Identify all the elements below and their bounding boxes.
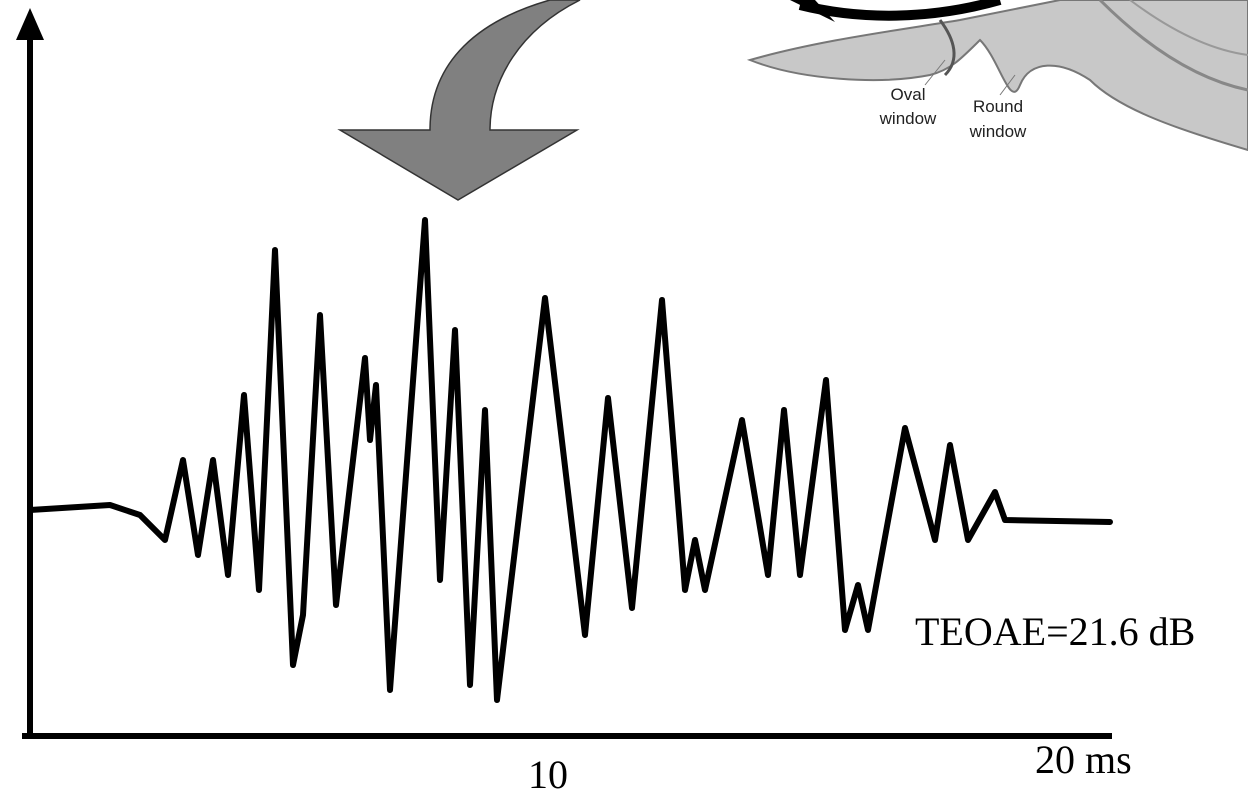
oval-label: window xyxy=(879,109,937,128)
measurement-label: TEOAE=21.6 dB xyxy=(915,609,1195,654)
oval-label: Oval xyxy=(891,85,926,104)
curved-arrow xyxy=(337,0,581,201)
round-label: Round xyxy=(973,97,1023,116)
x-axis-end-label: 20 ms xyxy=(1035,737,1132,782)
y-axis-arrow xyxy=(16,8,44,40)
round-label: window xyxy=(969,122,1027,141)
waveform xyxy=(27,217,1113,703)
ear-illustration xyxy=(746,0,1248,152)
x-tick-label: 10 xyxy=(528,752,568,794)
